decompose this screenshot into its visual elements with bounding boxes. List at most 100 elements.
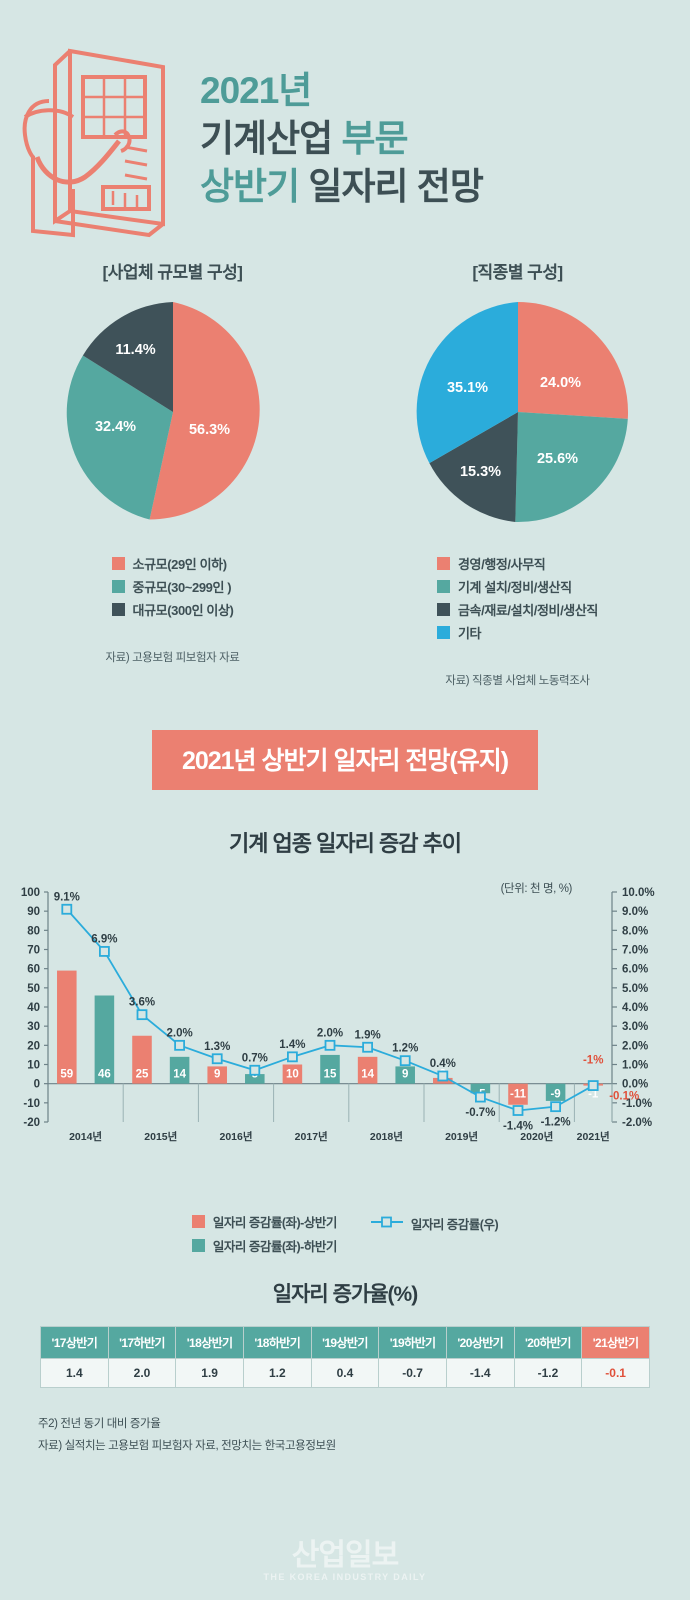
y2-axis-tick-label: 4.0%	[622, 1002, 648, 1014]
line-value-label: 1.4%	[279, 1039, 305, 1051]
line-marker	[437, 1070, 449, 1082]
x-axis-category-label: 2020년	[520, 1130, 553, 1143]
forecast-banner: 2021년 상반기 일자리 전망(유지)	[151, 730, 539, 790]
worker-cnc-machine-icon	[0, 39, 200, 239]
line-value-label: -0.7%	[465, 1107, 495, 1119]
y-axis-tick-label: 70	[27, 945, 40, 957]
bar-value-label: 9	[402, 1069, 408, 1081]
table-header-cell: '20상반기	[445, 1326, 515, 1359]
bar-value-label: 46	[98, 1069, 111, 1081]
legend-swatch-icon	[436, 626, 450, 639]
pie-left-value-1: 32.4%	[94, 419, 137, 435]
legend-label: 금속/재료/설치/정비/생산직	[457, 603, 598, 618]
legend-label: 경영/행정/사무직	[457, 557, 546, 572]
y-axis-tick-label: 30	[27, 1021, 40, 1033]
y2-axis-tick-label: 7.0%	[622, 945, 648, 957]
bar	[357, 1056, 378, 1084]
legend-swatch-icon	[436, 580, 450, 593]
bar	[508, 1083, 528, 1105]
title-line-1: 2021년	[200, 69, 312, 111]
pie-left-graphic: 56.3% 32.4% 11.4%	[58, 297, 288, 532]
line-value-label: 1.3%	[204, 1041, 230, 1053]
table-header-cell: '19상반기	[310, 1326, 380, 1359]
table-value-cell: -0.7	[378, 1358, 447, 1388]
legend-label: 대규모(300인 이상)	[132, 603, 234, 618]
y-axis-tick-label: 90	[27, 906, 40, 918]
legend-item: 일자리 증감률(좌)-상반기	[191, 1212, 337, 1231]
bar	[545, 1083, 566, 1101]
pie-right-value-2: 15.3%	[459, 464, 502, 480]
x-axis-category-label: 2019년	[445, 1130, 478, 1143]
title-line-3b: 일자리 전망	[308, 166, 483, 208]
table-header-cell: '18상반기	[175, 1326, 244, 1359]
y2-axis-tick-label: -1.0%	[622, 1098, 652, 1110]
line-marker	[550, 1101, 561, 1113]
growth-table-title: 일자리 증가율(%)	[272, 1283, 418, 1306]
y2-axis-tick-label: 8.0%	[622, 925, 648, 937]
legend-label: 소규모(29인 이하)	[132, 557, 227, 572]
bar-value-label: 14	[361, 1069, 374, 1081]
legend-swatch-icon	[111, 603, 125, 616]
y2-axis-tick-label: 5.0%	[622, 983, 648, 995]
pie-right-title: [직종별 구성]	[472, 263, 563, 282]
combo-unit-note: (단위: 천 명, %)	[500, 883, 573, 895]
y-axis-tick-label: -20	[23, 1117, 40, 1129]
legend-label: 기계 설치/정비/생산직	[457, 580, 572, 595]
bar-value-label: -11	[510, 1089, 527, 1101]
x-axis-category-label: 2014년	[69, 1130, 102, 1143]
line-marker	[587, 1080, 599, 1091]
legend-item: 일자리 증감률(우)	[370, 1214, 499, 1233]
pie-left-value-2: 11.4%	[115, 342, 156, 358]
title-line-2a: 기계산업	[200, 117, 333, 159]
x-axis-category-label: 2017년	[295, 1130, 328, 1143]
line-marker	[249, 1064, 261, 1076]
legend-item: 소규모(29인 이하)	[111, 554, 234, 573]
pie-left-source: 자료) 고용보험 피보험자 자료	[105, 652, 240, 664]
line-marker	[399, 1055, 411, 1067]
y2-axis-tick-label: 2.0%	[622, 1040, 648, 1052]
table-header-cell: '17상반기	[40, 1326, 109, 1359]
pie-chart-occupation: [직종별 구성] 24.0% 25.6% 15.3% 35.1% 경영/행정/사…	[345, 258, 690, 688]
pie-right-graphic: 24.0% 25.6% 15.3% 35.1%	[403, 297, 633, 532]
line-value-label: 0.7%	[242, 1052, 268, 1064]
bar	[94, 995, 115, 1084]
legend-label: 일자리 증감률(좌)-상반기	[212, 1216, 337, 1230]
combo-legend-line: 일자리 증감률(우)	[370, 1212, 499, 1233]
bar	[470, 1083, 491, 1094]
x-axis-category-label: 2015년	[144, 1130, 177, 1143]
line-marker	[211, 1053, 223, 1065]
table-header-row: '17상반기 '17하반기 '18상반기 '18하반기 '19상반기 '19하반기 '20상…	[40, 1326, 650, 1359]
title-line-3a: 상반기	[200, 166, 300, 208]
legend-swatch-icon	[436, 603, 450, 616]
bar-value-label: 25	[136, 1069, 149, 1081]
forecast-banner-wrap: 2021년 상반기 일자리 전망(유지)	[0, 730, 690, 790]
bar-value-label: 10	[286, 1069, 299, 1081]
y-axis-tick-label: 80	[27, 925, 40, 937]
line-marker	[136, 1009, 148, 1021]
combo-chart-svg: -20 -10 0 10 20 30 40 50 60 70 80 90 100 -2.0% -1.0% 0.…	[21, 887, 655, 1143]
y-axis-tick-label: 50	[27, 983, 40, 995]
legend-item: 일자리 증감률(좌)-하반기	[191, 1236, 337, 1255]
table-header-cell: '21상반기	[581, 1326, 650, 1359]
y2-axis-tick-label: 3.0%	[622, 1021, 648, 1033]
footnotes: 주2) 전년 동기 대비 증가율 자료) 실적치는 고용보험 피보험자 자료, …	[38, 1414, 690, 1458]
footnote-1: 주2) 전년 동기 대비 증가율	[38, 1418, 161, 1430]
legend-item: 중규모(30~299인 )	[111, 577, 234, 596]
line-value-label: 2.0%	[166, 1027, 192, 1039]
table-value-cell: -1.2	[513, 1358, 583, 1388]
x-axis-category-label: 2016년	[219, 1130, 252, 1143]
bar	[132, 1035, 152, 1084]
bar-value-label: 59	[60, 1069, 73, 1081]
pie-charts-section: [사업체 규모별 구성] 56.3% 32.4% 11.4% 소규모(29인 이…	[0, 250, 690, 688]
legend-item: 대규모(300인 이상)	[111, 600, 234, 619]
line-value-label: 1.9%	[354, 1029, 380, 1041]
title-line-2: 기계산업 부문	[200, 115, 690, 163]
table-header-cell: '20하반기	[513, 1326, 583, 1359]
line-value-label: 1.2%	[392, 1043, 418, 1055]
table-value-cell: 0.4	[310, 1358, 380, 1388]
y-axis-tick-label: -10	[23, 1098, 40, 1110]
last-bar-pct-label: -1%	[583, 1055, 603, 1067]
pie-right-value-3: 35.1%	[446, 380, 489, 396]
line-marker	[512, 1105, 524, 1116]
line-value-label: -1.4%	[503, 1121, 533, 1133]
